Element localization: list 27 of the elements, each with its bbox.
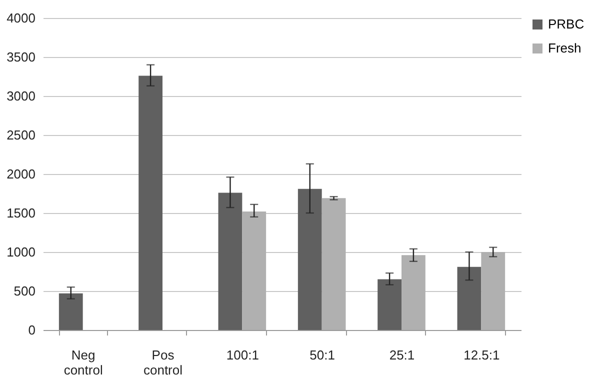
legend-label: Fresh — [548, 40, 582, 56]
bar — [322, 198, 346, 330]
x-tick-label: 12.5:1 — [464, 348, 500, 362]
y-tick-label: 2000 — [6, 166, 36, 182]
bar — [457, 266, 482, 330]
bar — [218, 192, 242, 330]
x-tick-label: 50:1 — [310, 348, 335, 362]
y-tick-label: 4000 — [6, 10, 36, 26]
bar — [242, 211, 266, 330]
y-tick-label: 0 — [28, 322, 36, 338]
y-tick-label: 3500 — [6, 50, 36, 64]
x-tick-label: 100:1 — [226, 348, 259, 362]
bar — [298, 188, 322, 330]
legend-label: PRBC — [548, 16, 584, 32]
y-tick-label: 1500 — [6, 206, 36, 220]
bar — [58, 293, 83, 330]
y-tick-label: 500 — [14, 284, 36, 298]
bar — [481, 252, 506, 330]
x-tick-label: 25:1 — [389, 348, 415, 362]
y-tick-label: 1000 — [6, 244, 36, 260]
y-tick-label: 3000 — [6, 88, 36, 104]
x-tick-label: Pos control — [143, 348, 183, 378]
bar — [402, 255, 426, 330]
y-tick-label: 2500 — [6, 128, 36, 142]
bar — [138, 76, 162, 330]
x-tick-label: Neg control — [64, 348, 103, 378]
bar — [378, 279, 402, 330]
